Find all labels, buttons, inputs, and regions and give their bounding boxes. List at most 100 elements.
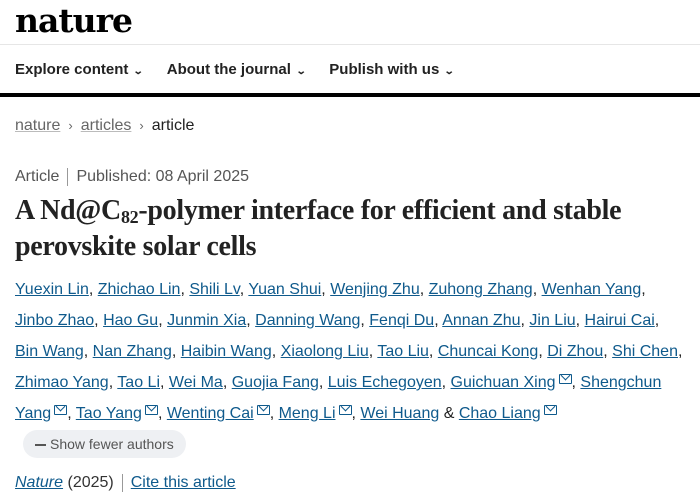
author-item: Hairui Cai xyxy=(585,312,655,329)
nav-label: Explore content xyxy=(15,61,129,78)
author-link[interactable]: Di Zhou xyxy=(547,343,604,360)
cite-this-article-link[interactable]: Cite this article xyxy=(130,474,236,491)
article-header: nature › articles › article Article Published… xyxy=(0,115,700,502)
author-item: Shili Lv xyxy=(189,281,239,298)
author-item: Tao Liu xyxy=(377,343,429,360)
author-item: Meng Li xyxy=(279,405,352,422)
mail-icon[interactable] xyxy=(256,405,270,415)
title-subscript: 82 xyxy=(120,207,139,227)
separator xyxy=(121,473,123,492)
author-link[interactable]: Xiaolong Liu xyxy=(280,343,369,360)
author-item: Annan Zhu xyxy=(442,312,520,329)
author-item: Chao Liang xyxy=(459,405,557,422)
author-item: Fenqi Du xyxy=(369,312,434,329)
author-link[interactable]: Wei Huang xyxy=(360,405,440,422)
author-link[interactable]: Hairui Cai xyxy=(584,312,655,329)
author-link[interactable]: Luis Echegoyen xyxy=(327,374,442,391)
nav-label: Publish with us xyxy=(329,61,440,78)
citation-year: (2025) xyxy=(67,474,114,491)
show-fewer-label: Show fewer authors xyxy=(50,436,174,452)
nav-label: About the journal xyxy=(166,61,291,78)
author-link[interactable]: Shi Chen xyxy=(612,343,678,360)
author-item: Guojia Fang xyxy=(232,374,319,391)
author-item: Wenhan Yang xyxy=(542,281,642,298)
author-link[interactable]: Wei Ma xyxy=(168,374,223,391)
author-item: Zhimao Yang xyxy=(15,374,109,391)
article-meta: Article Published: 08 April 2025 xyxy=(15,166,685,188)
chevron-right-icon: › xyxy=(139,118,144,133)
author-link[interactable]: Tao Yang xyxy=(75,405,142,422)
header-rule xyxy=(0,93,700,97)
author-link[interactable]: Jinbo Zhao xyxy=(15,312,95,329)
nav-publish-with-us[interactable]: Publish with us ⌄ xyxy=(329,60,455,82)
author-link[interactable]: Guojia Fang xyxy=(231,374,319,391)
author-link[interactable]: Bin Wang xyxy=(15,343,84,360)
divider xyxy=(0,44,700,45)
mail-icon[interactable] xyxy=(338,405,352,415)
author-link[interactable]: Junmin Xia xyxy=(167,312,247,329)
minus-icon xyxy=(35,444,46,447)
author-link[interactable]: Guichuan Xing xyxy=(450,374,556,391)
published-date: Published: 08 April 2025 xyxy=(76,168,250,185)
mail-icon[interactable] xyxy=(54,405,68,415)
nav-explore-content[interactable]: Explore content ⌄ xyxy=(15,60,145,82)
author-link[interactable]: Annan Zhu xyxy=(442,312,521,329)
chevron-down-icon: ⌄ xyxy=(444,66,455,77)
nav-about-journal[interactable]: About the journal ⌄ xyxy=(166,60,307,82)
author-item: Chuncai Kong xyxy=(438,343,539,360)
author-item: Jin Liu xyxy=(529,312,575,329)
author-link[interactable]: Danning Wang xyxy=(255,312,361,329)
separator xyxy=(67,167,69,186)
author-item: Wei Ma xyxy=(169,374,223,391)
author-item: Shi Chen xyxy=(612,343,678,360)
author-item: Di Zhou xyxy=(547,343,603,360)
show-fewer-authors-button[interactable]: Show fewer authors xyxy=(23,430,186,458)
author-link[interactable]: Tao Liu xyxy=(377,343,429,360)
title-part: -polymer interface for efficient and sta… xyxy=(15,195,622,262)
author-link[interactable]: Yuexin Lin xyxy=(15,281,89,298)
article-title: A Nd@C82-polymer interface for efficient… xyxy=(15,193,675,265)
mail-icon[interactable] xyxy=(144,405,158,415)
author-item: Guichuan Xing xyxy=(451,374,572,391)
author-link[interactable]: Haibin Wang xyxy=(180,343,272,360)
author-link[interactable]: Hao Gu xyxy=(103,312,159,329)
breadcrumb-current: article xyxy=(151,117,195,134)
author-item: Bin Wang xyxy=(15,343,84,360)
mail-icon[interactable] xyxy=(558,374,572,384)
author-link[interactable]: Yuan Shui xyxy=(248,281,322,298)
author-link[interactable]: Fenqi Du xyxy=(369,312,435,329)
breadcrumb-nature[interactable]: nature xyxy=(15,117,61,134)
mail-icon[interactable] xyxy=(543,405,557,415)
author-link[interactable]: Wenjing Zhu xyxy=(330,281,420,298)
author-link[interactable]: Shili Lv xyxy=(189,281,240,298)
author-item: Wenting Cai xyxy=(167,405,270,422)
nature-logo[interactable]: nature xyxy=(15,1,133,40)
author-item: Nan Zhang xyxy=(93,343,172,360)
author-link[interactable]: Chuncai Kong xyxy=(437,343,539,360)
author-item: Jinbo Zhao xyxy=(15,312,94,329)
journal-link[interactable]: Nature xyxy=(15,474,63,491)
journal-name: Nature xyxy=(15,474,64,491)
author-link[interactable]: Nan Zhang xyxy=(92,343,172,360)
author-item: Zhichao Lin xyxy=(98,281,181,298)
author-link[interactable]: Chao Liang xyxy=(458,405,541,422)
author-link[interactable]: Shengchun Yang xyxy=(15,374,662,422)
author-link[interactable]: Zuhong Zhang xyxy=(428,281,533,298)
author-link[interactable]: Zhichao Lin xyxy=(97,281,181,298)
title-part: A Nd@C xyxy=(15,195,121,226)
author-link[interactable]: Zhimao Yang xyxy=(15,374,109,391)
site-header: nature Explore content ⌄ About the journa… xyxy=(0,0,700,97)
author-item: Haibin Wang xyxy=(181,343,272,360)
breadcrumb-articles[interactable]: articles xyxy=(80,117,132,134)
chevron-down-icon: ⌄ xyxy=(133,66,145,77)
author-link[interactable]: Meng Li xyxy=(278,405,336,422)
chevron-right-icon: › xyxy=(68,118,73,133)
chevron-down-icon: ⌄ xyxy=(295,66,307,77)
author-item: Yuexin Lin xyxy=(15,281,89,298)
author-link[interactable]: Wenhan Yang xyxy=(541,281,642,298)
author-link[interactable]: Wenting Cai xyxy=(166,405,254,422)
author-link[interactable]: Jin Liu xyxy=(529,312,576,329)
author-and: & xyxy=(443,405,455,422)
author-link[interactable]: Tao Li xyxy=(117,374,160,391)
author-item: Hao Gu xyxy=(103,312,158,329)
